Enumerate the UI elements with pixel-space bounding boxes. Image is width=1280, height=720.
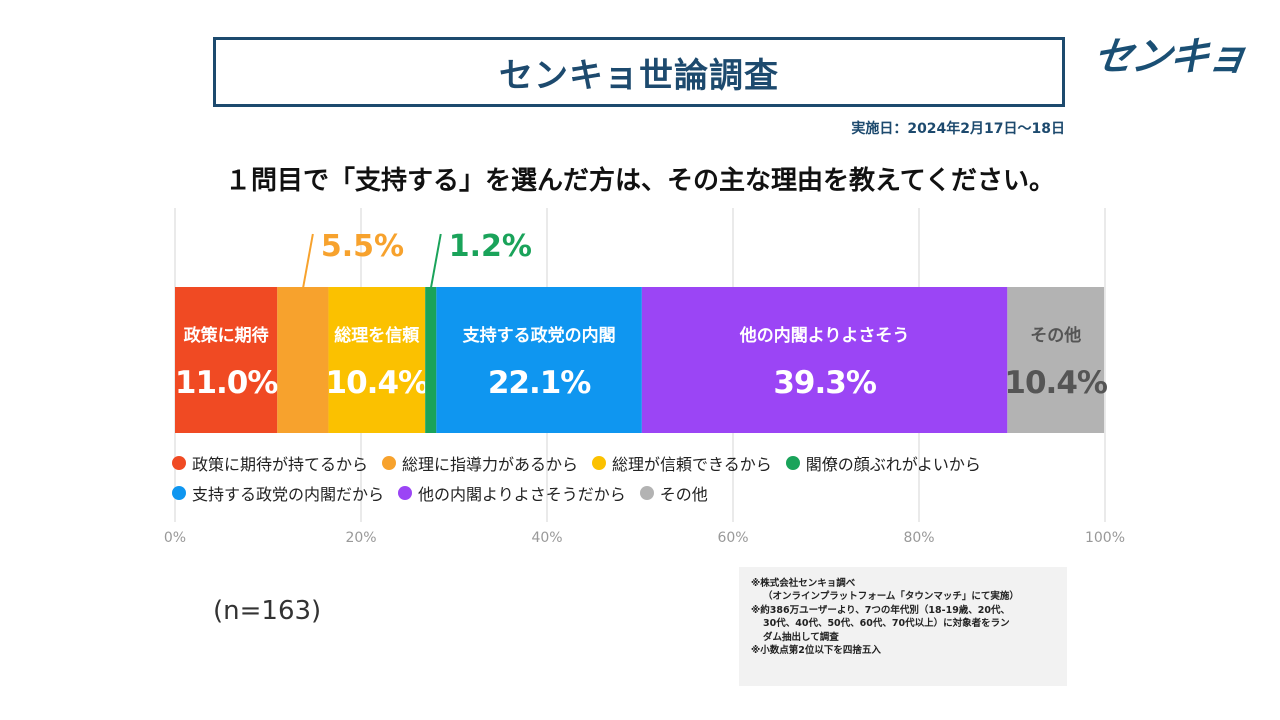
legend-label: その他 xyxy=(659,485,708,504)
callout-line xyxy=(301,233,314,290)
x-tick-label: 40% xyxy=(531,530,562,546)
bar-segment xyxy=(277,287,329,433)
data-label: 11.0% xyxy=(175,365,278,401)
legend-label: 政策に期待が持てるから xyxy=(192,455,369,474)
callout-line xyxy=(429,233,442,290)
data-label: 10.4% xyxy=(1004,365,1107,401)
legend-label: 総理に指導力があるから xyxy=(402,455,579,474)
legend-swatch xyxy=(172,486,186,500)
notes-box: ※株式会社センキョ調べ （オンラインプラットフォーム「タウンマッチ」にて実施） … xyxy=(739,567,1067,686)
legend-label: 他の内閣よりよさそうだから xyxy=(418,485,626,504)
bar-segment xyxy=(175,287,278,433)
note-line: ダム抽出して調査 xyxy=(763,631,839,643)
sample-size: (n=163) xyxy=(213,596,322,626)
page-title: センキョ世論調査 xyxy=(499,55,779,96)
bar-segment xyxy=(641,287,1008,433)
note-line: ※小数点第2位以下を四捨五入 xyxy=(751,645,881,657)
bar-category-label: 他の内閣よりよさそう xyxy=(739,325,910,346)
chart-legend: 政策に期待が持てるから 総理に指導力があるから 総理が信頼できるから 閣僚の顔ぶれがよ… xyxy=(172,448,1072,508)
legend-label: 支持する政党の内閣だから xyxy=(192,485,385,504)
survey-question: １問目で「支持する」を選んだ方は、その主な理由を教えてください。 xyxy=(225,166,1055,196)
x-tick-label: 100% xyxy=(1085,530,1125,546)
legend-row: 支持する政党の内閣だから 他の内閣よりよさそうだから その他 xyxy=(172,478,1072,508)
legend-label: 閣僚の顔ぶれがよいから xyxy=(805,455,981,474)
legend-swatch xyxy=(785,456,800,470)
bar-category-label: 総理を信頼 xyxy=(334,325,420,346)
legend-item: 総理に指導力があるから xyxy=(382,451,578,475)
legend-label: 総理が信頼できるから xyxy=(612,455,772,474)
bar-segment xyxy=(1007,287,1105,433)
legend-swatch xyxy=(398,486,413,500)
bar-category-label: 政策に期待 xyxy=(184,325,269,346)
bar-category-label: その他 xyxy=(1030,325,1081,346)
legend-swatch xyxy=(382,456,397,470)
legend-swatch xyxy=(639,486,654,500)
note-line: （オンラインプラットフォーム「タウンマッチ」にて実施） xyxy=(763,591,1019,603)
title-box: センキョ世論調査 xyxy=(213,37,1065,107)
legend-item: 支持する政党の内閣だから xyxy=(172,481,384,505)
data-label: 10.4% xyxy=(326,365,429,401)
note-line: ※約386万ユーザーより、7つの年代別（18-19歳、20代、 xyxy=(751,604,1011,616)
data-label: 1.2% xyxy=(449,229,532,264)
legend-item: 政策に期待が持てるから xyxy=(172,451,368,475)
legend-item: 総理が信頼できるから xyxy=(592,451,772,475)
note-line: ※株式会社センキョ調べ xyxy=(751,578,856,589)
legend-row: 政策に期待が持てるから 総理に指導力があるから 総理が信頼できるから 閣僚の顔ぶれがよ… xyxy=(172,448,1072,478)
legend-item: 閣僚の顔ぶれがよいから xyxy=(785,451,981,475)
bar-segment xyxy=(425,287,437,433)
x-tick-label: 0% xyxy=(164,530,186,546)
data-label: 5.5% xyxy=(321,229,404,264)
data-label: 22.1% xyxy=(488,365,591,401)
x-tick-label: 20% xyxy=(345,530,376,546)
legend-item: 他の内閣よりよさそうだから xyxy=(398,481,626,505)
survey-date: 実施日：2024年2月17日～18日 xyxy=(851,121,1065,137)
x-tick-label: 80% xyxy=(903,530,934,546)
bar-segment xyxy=(436,287,642,433)
x-tick-label: 60% xyxy=(717,530,748,546)
bar-category-label: 支持する政党の内閣 xyxy=(463,325,616,346)
legend-swatch xyxy=(592,456,607,470)
data-label: 39.3% xyxy=(773,365,876,401)
legend-item: その他 xyxy=(639,481,708,505)
legend-swatch xyxy=(172,456,186,470)
note-line: 30代、40代、50代、60代、70代以上）に対象者をラン xyxy=(763,618,1010,630)
bar-segment xyxy=(328,287,426,433)
